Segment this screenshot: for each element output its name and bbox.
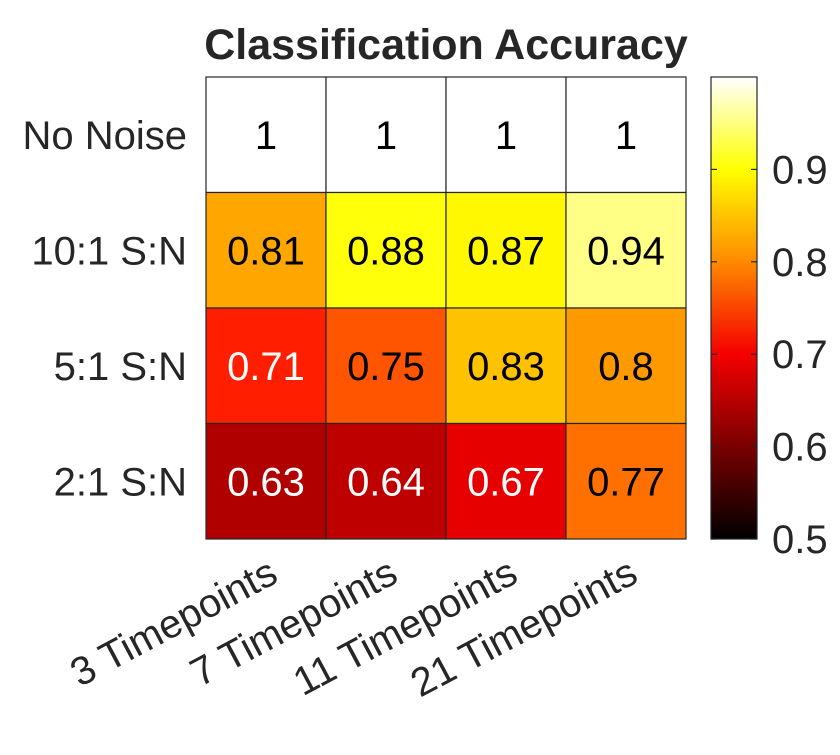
heatmap-cell [325,422,447,540]
cell-value-label: 0.81 [227,229,305,273]
colorbar-tick-label: 0.5 [772,518,828,562]
colorbar-tick-label: 0.6 [772,426,828,470]
cell-value-label: 0.67 [467,460,545,504]
heatmap-cell [325,191,447,309]
heatmap-cell [205,191,327,309]
heatmap-cell [565,422,687,540]
cell-value-label: 1 [375,114,397,158]
cell-value-label: 0.75 [347,345,425,389]
cell-value-label: 0.71 [227,345,305,389]
heatmap-cell [565,191,687,309]
heatmap-cell [565,307,687,425]
colorbar: 0.5 0.6 0.7 0.8 0.9 [710,76,828,562]
cell-value-label: 1 [615,114,637,158]
cell-value-label: 0.87 [467,229,545,273]
colorbar-gradient [711,77,757,539]
cell-value-label: 0.8 [598,345,654,389]
y-tick-label: 5:1 S:N [54,345,187,389]
y-tick-label: No Noise [22,114,187,158]
heatmap-cell [325,76,447,194]
cell-value-label: 1 [255,114,277,158]
heatmap-cells [205,76,687,540]
cell-value-label: 0.64 [347,460,425,504]
heatmap-cell [325,307,447,425]
y-tick-labels: No Noise 10:1 S:N 5:1 S:N 2:1 S:N [22,114,187,505]
cell-value-label: 0.83 [467,345,545,389]
cell-value-label: 1 [495,114,517,158]
colorbar-tick-label: 0.9 [772,148,828,192]
cell-value-label: 0.63 [227,460,305,504]
heatmap-cell [205,76,327,194]
heatmap-cell [445,76,567,194]
cell-value-label: 0.94 [587,229,665,273]
y-tick-label: 2:1 S:N [54,460,187,504]
cell-value-label: 0.77 [587,460,665,504]
heatmap-cell [565,76,687,194]
cell-value-labels: 1 1 1 1 0.81 0.88 0.87 0.94 0.71 0.75 0.83 0.8 0.63 0… [227,114,665,505]
colorbar-tick-label: 0.7 [772,333,828,377]
heatmap-cell [445,422,567,540]
cell-value-label: 0.88 [347,229,425,273]
y-tick-label: 10:1 S:N [31,229,187,273]
chart-title: Classification Accuracy [204,21,688,69]
colorbar-tick-label: 0.8 [772,241,828,285]
colorbar-frame [710,76,758,540]
heatmap-cell [205,422,327,540]
